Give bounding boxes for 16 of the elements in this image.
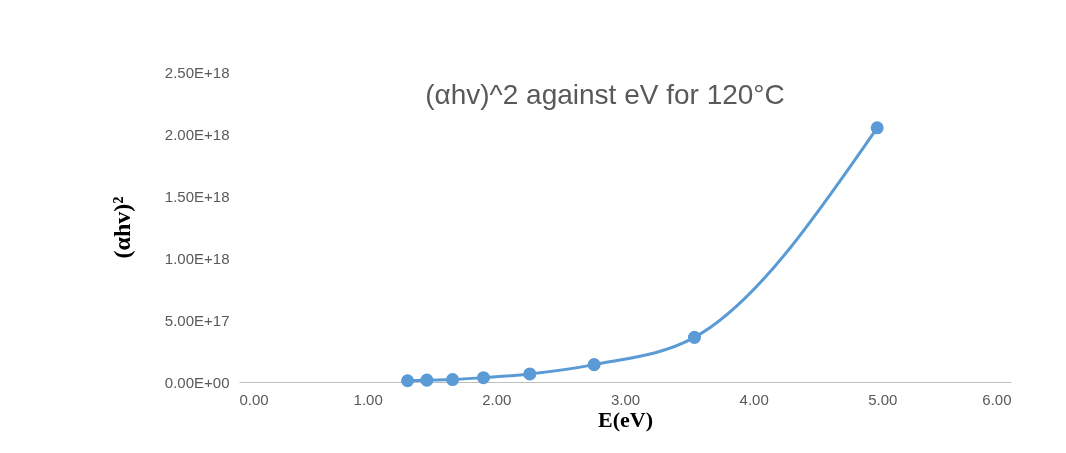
y-tick-label: 1.50E+18 xyxy=(164,187,230,205)
x-tick-label: 3.00 xyxy=(610,390,641,408)
x-tick-label: 0.00 xyxy=(239,390,269,408)
y-tick-label: 1.00E+18 xyxy=(164,249,230,267)
y-tick-label: 2.50E+18 xyxy=(164,63,230,81)
x-tick-label: 1.00 xyxy=(353,390,383,408)
x-axis-title: E(eV) xyxy=(598,406,653,432)
x-tick-label: 6.00 xyxy=(982,390,1012,408)
chart-title: (αhv)^2 against eV for 120°C xyxy=(425,79,785,110)
y-tick-label: 2.00E+18 xyxy=(164,125,230,143)
y-tick-label: 0.00E+00 xyxy=(164,373,230,391)
x-tick-label: 4.00 xyxy=(739,390,769,408)
x-tick-label: 2.00 xyxy=(482,390,512,408)
x-tick-label: 5.00 xyxy=(868,390,898,408)
y-tick-label: 5.00E+17 xyxy=(164,311,230,329)
y-axis-title: (αhv)² xyxy=(108,196,135,259)
